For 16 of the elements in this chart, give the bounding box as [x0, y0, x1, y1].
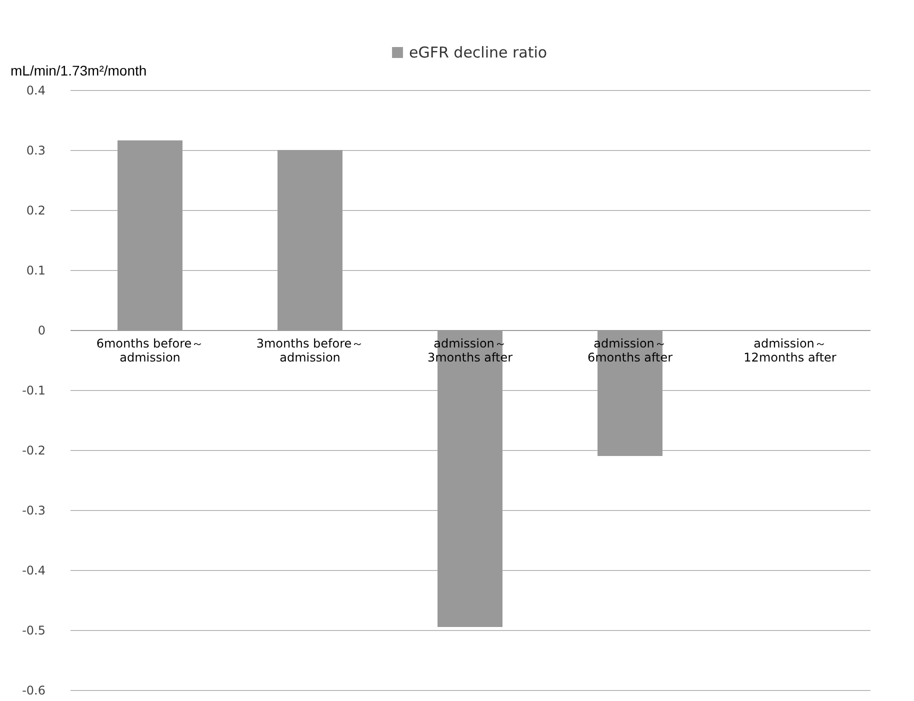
x-tick-label: 3months before～ admission	[256, 336, 364, 364]
x-tick-label: 6months before～ admission	[96, 336, 204, 364]
y-tick-label: 0.1	[26, 264, 46, 278]
y-tick-label: -0.3	[22, 504, 46, 518]
y-axis-title: mL/min/1.73m²/month	[10, 62, 147, 78]
y-tick-label: 0	[38, 324, 46, 338]
y-tick-label: -0.5	[22, 624, 46, 638]
y-tick-label: 0.2	[26, 204, 46, 218]
x-tick-label: admission～ 12months after	[744, 336, 836, 364]
y-tick-label: -0.1	[22, 384, 46, 398]
y-tick-label: -0.6	[22, 684, 46, 698]
legend-label: eGFR decline ratio	[409, 44, 548, 62]
y-tick-label: -0.4	[22, 564, 46, 578]
y-tick-label: 0.4	[26, 84, 46, 98]
y-tick-label: -0.2	[22, 444, 46, 458]
y-tick-label: 0.3	[26, 144, 46, 158]
